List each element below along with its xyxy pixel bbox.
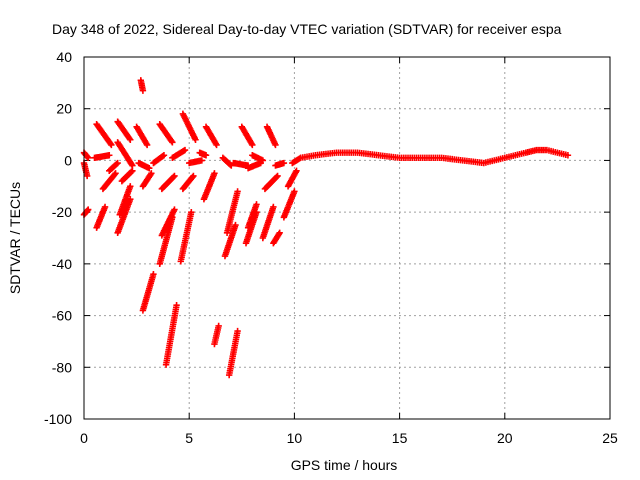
grid-lines [84, 57, 610, 419]
data-point [259, 157, 267, 164]
data-point [85, 206, 92, 213]
data-point [232, 221, 239, 229]
x-tick-label: 0 [80, 430, 88, 446]
data-point [112, 170, 119, 177]
y-tick-label: -20 [52, 204, 72, 220]
data-point [173, 302, 180, 309]
x-axis-label: GPS time / hours [291, 457, 398, 473]
data-point [211, 170, 218, 177]
x-tick-label: 10 [287, 430, 303, 446]
data-point [215, 322, 222, 330]
data-point [128, 161, 135, 168]
data-point [273, 173, 280, 181]
data-points [80, 77, 572, 379]
y-tick-label: 0 [64, 152, 72, 168]
data-point [293, 167, 300, 174]
data-point [198, 157, 206, 164]
data-point [234, 188, 241, 195]
y-tick-label: -100 [44, 411, 72, 427]
data-point [192, 136, 199, 143]
data-point [171, 172, 178, 180]
data-point [171, 206, 178, 213]
data-point [83, 172, 91, 180]
data-point [113, 160, 120, 168]
data-point [147, 171, 154, 178]
data-point [128, 168, 135, 175]
chart-title: Day 348 of 2022, Sidereal Day-to-day VTE… [52, 21, 562, 37]
axis-ticks: 0 5 10 15 20 25 40 20 0 -20 -40 -60 -80 -100 [44, 49, 618, 446]
data-point [213, 141, 220, 149]
data-point [181, 146, 189, 154]
data-point [101, 203, 109, 211]
y-tick-label: 20 [56, 101, 72, 117]
data-point [272, 141, 279, 149]
data-point [85, 154, 92, 162]
data-point [143, 141, 151, 149]
data-point [114, 159, 121, 167]
data-point [276, 229, 283, 237]
data-point [170, 173, 177, 181]
data-point [202, 152, 210, 159]
y-axis-label: SDTVAR / TECUs [7, 182, 23, 294]
y-tick-label: -40 [52, 256, 72, 272]
y-tick-label: 40 [56, 49, 72, 65]
x-tick-label: 15 [392, 430, 408, 446]
data-point [189, 173, 196, 181]
data-point [106, 152, 113, 159]
data-point [127, 136, 134, 143]
y-tick-label: -60 [52, 308, 72, 324]
data-point [234, 327, 241, 335]
data-point [107, 140, 114, 147]
x-tick-label: 25 [602, 430, 618, 446]
data-point [111, 171, 118, 178]
data-point [150, 271, 157, 278]
data-point [291, 188, 298, 195]
y-tick-label: -80 [52, 359, 72, 375]
data-point [126, 135, 133, 142]
data-point [190, 172, 197, 180]
data-point [280, 159, 288, 167]
data-point [564, 152, 572, 159]
data-point [270, 203, 277, 211]
data-point [274, 172, 281, 180]
x-tick-label: 5 [185, 430, 193, 446]
plot-frame [83, 56, 611, 420]
data-point [168, 137, 175, 145]
data-point [148, 170, 155, 177]
data-point [249, 141, 256, 149]
data-point [139, 87, 147, 94]
data-point [108, 141, 115, 149]
data-point [127, 183, 134, 190]
data-point [129, 167, 136, 174]
data-point [169, 139, 176, 146]
data-point [160, 152, 168, 159]
data-point [188, 208, 195, 216]
data-point [146, 164, 153, 172]
data-point [253, 201, 260, 208]
x-tick-label: 20 [497, 430, 513, 446]
